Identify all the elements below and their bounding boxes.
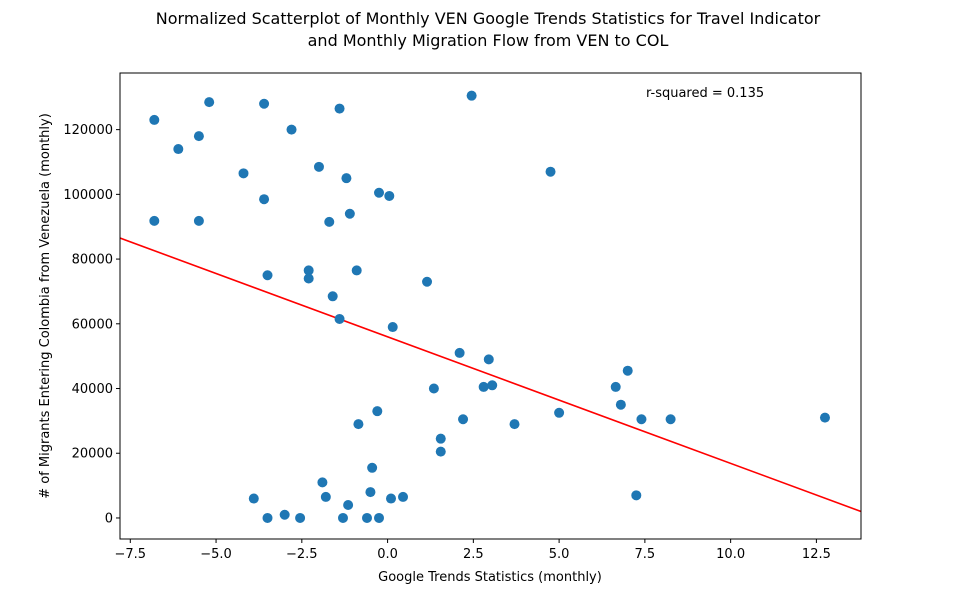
data-point: [149, 114, 160, 125]
data-point: [615, 399, 626, 410]
chart-title-line-1: Normalized Scatterplot of Monthly VEN Go…: [156, 9, 821, 28]
data-point: [458, 414, 469, 425]
data-point: [334, 313, 345, 324]
data-point: [365, 487, 376, 498]
y-tick-label: 0: [105, 511, 113, 526]
y-tick-label: 40000: [72, 382, 113, 397]
data-point: [384, 190, 395, 201]
x-tick-label: 10.0: [716, 547, 745, 562]
data-point: [372, 406, 383, 417]
data-point: [351, 265, 362, 276]
data-point: [295, 512, 306, 523]
x-tick-label: 5.0: [549, 547, 570, 562]
data-point: [327, 291, 338, 302]
y-tick-label: 20000: [72, 447, 113, 462]
y-axis-label: # of Migrants Entering Colombia from Ven…: [38, 113, 53, 499]
x-axis: −7.5 −5.0 −2.5 0.0 2.5 5.0 7.5 10.0 12.5: [115, 539, 831, 562]
data-point: [344, 208, 355, 219]
data-point: [387, 322, 398, 333]
data-point: [286, 124, 297, 135]
regression-line: [120, 237, 861, 513]
data-point: [259, 194, 270, 205]
data-point: [367, 462, 378, 473]
data-point: [435, 446, 446, 457]
data-point: [334, 103, 345, 114]
data-point: [204, 97, 215, 108]
data-point: [320, 491, 331, 502]
x-tick-label: −2.5: [286, 547, 318, 562]
data-point: [343, 500, 354, 511]
x-tick-label: 2.5: [463, 547, 484, 562]
data-point: [173, 144, 184, 155]
data-point: [259, 98, 270, 109]
x-tick-label: 12.5: [802, 547, 831, 562]
data-point: [337, 512, 348, 523]
data-point: [386, 493, 397, 504]
data-point: [665, 414, 676, 425]
data-point: [422, 276, 433, 287]
data-point: [374, 512, 385, 523]
data-point: [398, 491, 409, 502]
data-point: [279, 509, 290, 520]
data-point: [636, 414, 647, 425]
data-point: [193, 215, 204, 226]
y-tick-label: 60000: [72, 317, 113, 332]
data-point: [478, 381, 489, 392]
data-point: [454, 347, 465, 358]
chart-title-line-2: and Monthly Migration Flow from VEN to C…: [308, 31, 669, 50]
data-point: [622, 365, 633, 376]
data-point: [466, 90, 477, 101]
x-tick-label: 7.5: [635, 547, 656, 562]
x-tick-label: −5.0: [200, 547, 232, 562]
data-point: [374, 187, 385, 198]
y-tick-label: 80000: [72, 253, 113, 268]
data-point: [303, 273, 314, 284]
data-point: [545, 166, 556, 177]
data-point: [313, 161, 324, 172]
y-tick-label: 120000: [63, 123, 113, 138]
data-point: [262, 270, 273, 281]
data-point: [509, 419, 520, 430]
plot-frame: [119, 72, 862, 540]
plot-area: [119, 72, 862, 540]
data-point: [554, 407, 565, 418]
data-point: [262, 512, 273, 523]
data-point: [248, 493, 259, 504]
data-point: [303, 265, 314, 276]
y-tick-label: 100000: [63, 188, 113, 203]
data-point: [487, 380, 498, 391]
data-point: [819, 412, 830, 423]
data-point: [362, 512, 372, 523]
x-tick-label: −7.5: [115, 547, 147, 562]
data-point: [483, 354, 494, 365]
y-axis: 0 20000 40000 60000 80000 100000 120000: [63, 123, 120, 526]
data-point: [324, 216, 335, 227]
data-point: [238, 168, 249, 179]
x-axis-label: Google Trends Statistics (monthly): [378, 570, 602, 585]
data-point: [435, 433, 446, 444]
data-point: [193, 131, 204, 142]
r-squared-annotation: r-squared = 0.135: [646, 86, 764, 101]
data-point: [428, 383, 439, 394]
data-point: [317, 477, 328, 488]
data-point: [341, 173, 352, 184]
data-point: [610, 381, 621, 392]
x-tick-label: 0.0: [377, 547, 398, 562]
data-point: [353, 419, 364, 430]
data-point: [631, 490, 642, 501]
data-point: [149, 215, 160, 226]
